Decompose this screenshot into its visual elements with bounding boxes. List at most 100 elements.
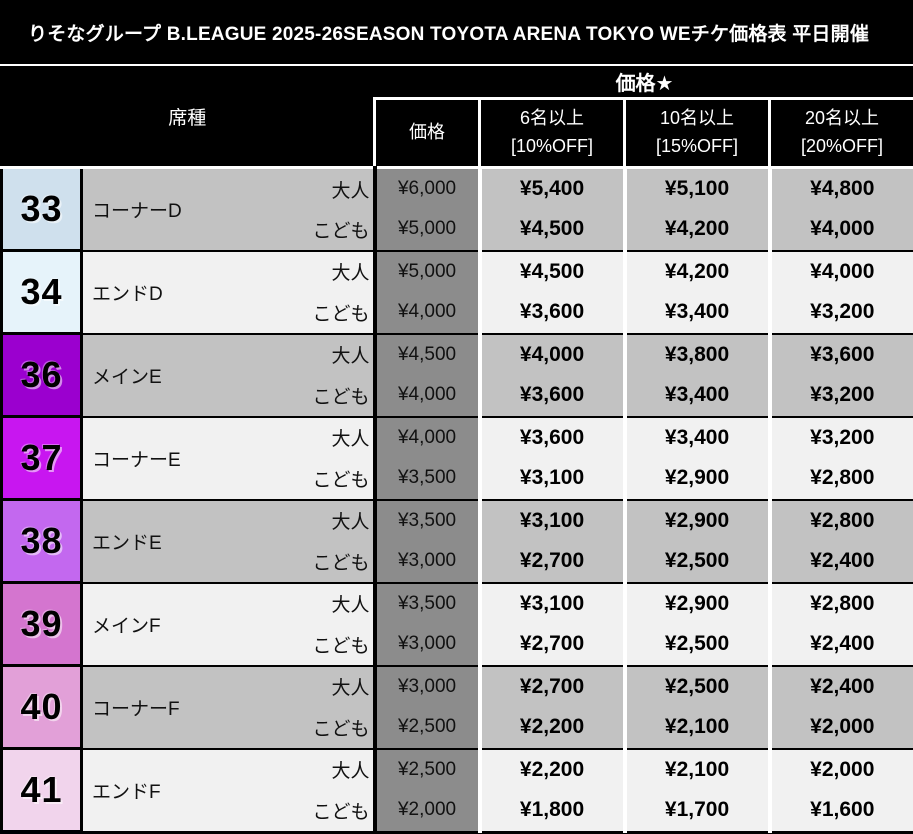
- base-price-adult: ¥6,000: [372, 166, 482, 209]
- discount-price-adult-20: ¥3,200: [767, 415, 913, 458]
- discount-price-adult-15: ¥3,800: [622, 332, 772, 375]
- discount-price-adult-10: ¥3,100: [477, 498, 627, 541]
- seat-number: 34: [0, 249, 83, 335]
- discount-price-adult-20: ¥2,800: [767, 498, 913, 541]
- table-row-adult: 33 コーナーD 大人 ¥6,000 ¥5,400 ¥5,100 ¥4,800: [0, 166, 913, 252]
- discount-price-child-10: ¥2,700: [477, 541, 627, 584]
- base-price-child: ¥2,500: [372, 707, 482, 750]
- seat-number: 41: [0, 747, 83, 833]
- base-price-adult: ¥5,000: [372, 249, 482, 292]
- seat-type-header: 席種: [1, 66, 375, 169]
- seat-name: コーナーD: [80, 166, 282, 252]
- table-row-adult: 38 エンドE 大人 ¥3,500 ¥3,100 ¥2,900 ¥2,800: [0, 498, 913, 584]
- age-label-adult: 大人: [281, 498, 377, 541]
- table-row-adult: 40 コーナーF 大人 ¥3,000 ¥2,700 ¥2,500 ¥2,400: [0, 664, 913, 750]
- table-row-child: こども ¥4,000 ¥3,600 ¥3,400 ¥3,200: [2, 292, 913, 335]
- discount-price-child-10: ¥2,700: [477, 624, 627, 667]
- discount-price-adult-20: ¥4,800: [767, 166, 913, 209]
- base-price-header: 価格: [373, 97, 482, 169]
- discount-header-10-line2: [10%OFF]: [511, 136, 594, 156]
- table-row-adult: 34 エンドD 大人 ¥5,000 ¥4,500 ¥4,200 ¥4,000: [0, 249, 913, 335]
- discount-price-adult-20: ¥2,800: [767, 581, 913, 624]
- discount-price-adult-15: ¥5,100: [622, 166, 772, 209]
- discount-price-child-10: ¥2,200: [477, 707, 627, 750]
- table-row-child: こども ¥3,000 ¥2,700 ¥2,500 ¥2,400: [2, 624, 913, 667]
- discount-price-child-20: ¥2,400: [767, 541, 913, 584]
- age-label-child: こども: [281, 292, 377, 335]
- table-row-adult: 39 メインF 大人 ¥3,500 ¥3,100 ¥2,900 ¥2,800: [0, 581, 913, 667]
- discount-price-adult-15: ¥2,500: [622, 664, 772, 707]
- seat-name: コーナーF: [80, 664, 282, 750]
- age-label-child: こども: [281, 541, 377, 584]
- base-price-adult: ¥4,500: [372, 332, 482, 375]
- discount-price-child-20: ¥1,600: [767, 790, 913, 833]
- discount-price-adult-15: ¥2,100: [622, 747, 772, 790]
- discount-header-10: 6名以上 [10%OFF]: [478, 97, 627, 169]
- seat-number: 38: [0, 498, 83, 584]
- seat-number: 33: [0, 166, 83, 252]
- age-label-child: こども: [281, 375, 377, 418]
- age-label-child: こども: [281, 209, 377, 252]
- discount-price-child-20: ¥2,800: [767, 458, 913, 501]
- discount-price-adult-20: ¥3,600: [767, 332, 913, 375]
- price-group-header: 価格★: [374, 66, 913, 100]
- base-price-child: ¥4,000: [372, 375, 482, 418]
- age-label-adult: 大人: [281, 664, 377, 707]
- table-row-child: こども ¥5,000 ¥4,500 ¥4,200 ¥4,000: [2, 209, 913, 252]
- discount-price-child-10: ¥4,500: [477, 209, 627, 252]
- discount-header-15-line2: [15%OFF]: [656, 136, 739, 156]
- discount-price-adult-10: ¥5,400: [477, 166, 627, 209]
- discount-price-adult-10: ¥3,100: [477, 581, 627, 624]
- discount-header-20: 20名以上 [20%OFF]: [768, 97, 913, 169]
- table-row-child: こども ¥3,500 ¥3,100 ¥2,900 ¥2,800: [2, 458, 913, 501]
- seat-name: メインF: [80, 581, 282, 667]
- base-price-child: ¥3,000: [372, 624, 482, 667]
- seat-number: 39: [0, 581, 83, 667]
- age-label-child: こども: [281, 458, 377, 501]
- discount-price-adult-10: ¥2,700: [477, 664, 627, 707]
- discount-price-child-20: ¥4,000: [767, 209, 913, 252]
- age-label-adult: 大人: [281, 166, 377, 209]
- discount-price-child-15: ¥2,500: [622, 624, 772, 667]
- discount-header-20-line2: [20%OFF]: [801, 136, 884, 156]
- age-label-child: こども: [281, 790, 377, 833]
- base-price-child: ¥3,000: [372, 541, 482, 584]
- age-label-child: こども: [281, 624, 377, 667]
- base-price-adult: ¥3,500: [372, 498, 482, 541]
- discount-price-adult-15: ¥4,200: [622, 249, 772, 292]
- table-row-adult: 41 エンドF 大人 ¥2,500 ¥2,200 ¥2,100 ¥2,000: [0, 747, 913, 833]
- page-title: りそなグループ B.LEAGUE 2025-26SEASON TOYOTA AR…: [0, 0, 913, 66]
- discount-price-child-20: ¥2,000: [767, 707, 913, 750]
- base-price-adult: ¥4,000: [372, 415, 482, 458]
- seat-number: 37: [0, 415, 83, 501]
- base-price-child: ¥3,500: [372, 458, 482, 501]
- discount-price-child-10: ¥3,600: [477, 292, 627, 335]
- base-price-child: ¥2,000: [372, 790, 482, 833]
- table-row-child: こども ¥2,500 ¥2,200 ¥2,100 ¥2,000: [2, 707, 913, 750]
- discount-price-adult-15: ¥3,400: [622, 415, 772, 458]
- discount-price-child-10: ¥1,800: [477, 790, 627, 833]
- discount-price-child-20: ¥3,200: [767, 375, 913, 418]
- seat-name: エンドD: [80, 249, 282, 335]
- discount-price-child-15: ¥2,100: [622, 707, 772, 750]
- age-label-adult: 大人: [281, 332, 377, 375]
- discount-price-adult-10: ¥4,500: [477, 249, 627, 292]
- discount-price-child-15: ¥1,700: [622, 790, 772, 833]
- age-label-child: こども: [281, 707, 377, 750]
- price-table-body: 33 コーナーD 大人 ¥6,000 ¥5,400 ¥5,100 ¥4,800 …: [0, 166, 913, 833]
- base-price-child: ¥5,000: [372, 209, 482, 252]
- seat-name: メインE: [80, 332, 282, 418]
- seat-number: 36: [0, 332, 83, 418]
- base-price-adult: ¥2,500: [372, 747, 482, 790]
- base-price-adult: ¥3,500: [372, 581, 482, 624]
- discount-price-child-15: ¥2,500: [622, 541, 772, 584]
- table-row-adult: 36 メインE 大人 ¥4,500 ¥4,000 ¥3,800 ¥3,600: [0, 332, 913, 418]
- table-row-child: こども ¥4,000 ¥3,600 ¥3,400 ¥3,200: [2, 375, 913, 418]
- age-label-adult: 大人: [281, 747, 377, 790]
- discount-price-adult-20: ¥2,000: [767, 747, 913, 790]
- discount-header-15-line1: 10名以上: [660, 108, 735, 129]
- discount-price-child-15: ¥4,200: [622, 209, 772, 252]
- discount-price-adult-10: ¥2,200: [477, 747, 627, 790]
- discount-price-adult-15: ¥2,900: [622, 581, 772, 624]
- discount-price-adult-15: ¥2,900: [622, 498, 772, 541]
